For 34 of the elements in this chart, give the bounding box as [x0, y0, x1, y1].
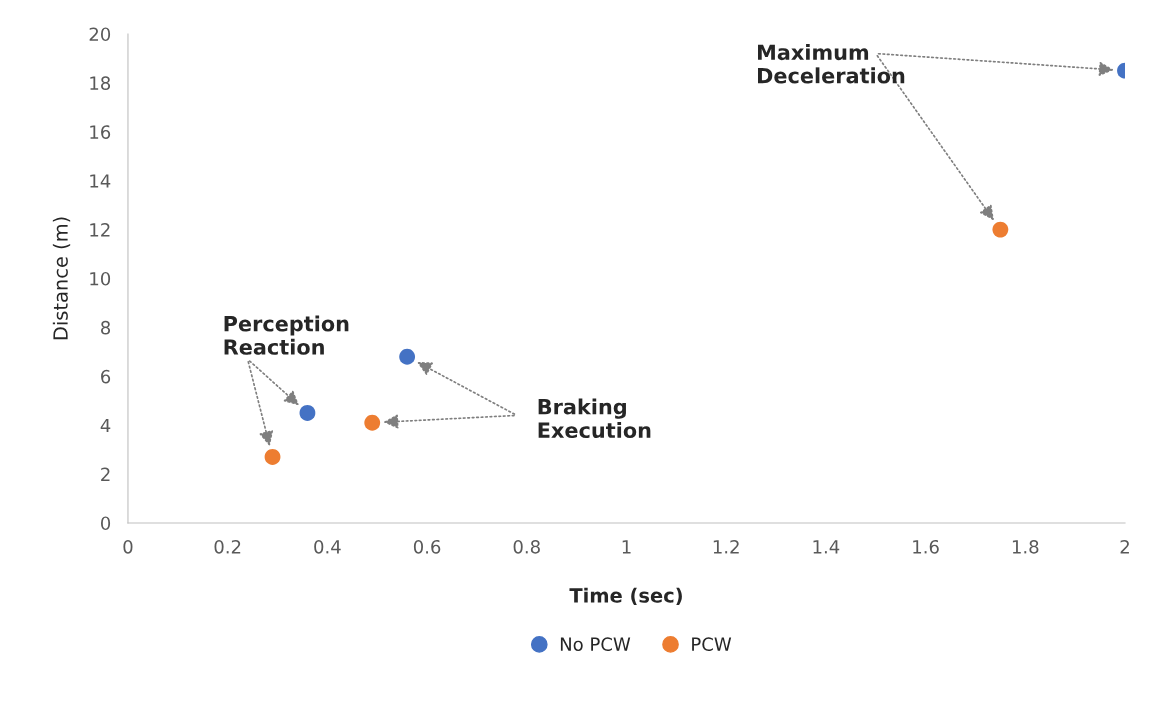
y-tick-label: 8: [101, 320, 111, 335]
x-axis-title: Time (sec): [569, 587, 682, 606]
x-tick-label: 1.8: [1012, 539, 1039, 554]
y-tick-label: 16: [90, 125, 111, 139]
x-tick-label: 0.4: [314, 539, 341, 554]
y-tick-label: 0: [101, 516, 111, 531]
point: [992, 221, 1009, 238]
annotation: Maximum Deceleration: [758, 44, 905, 84]
y-tick-label: 12: [90, 223, 110, 237]
y-tick-label: 18: [90, 76, 111, 90]
y-tick-label: 20: [89, 27, 111, 42]
legend-label: No PCW: [560, 637, 631, 652]
x-tick-label: 1.2: [713, 539, 739, 554]
x-tick-label: 0.6: [413, 539, 441, 554]
point: [364, 414, 381, 431]
annotation: Braking Execution: [538, 398, 651, 439]
y-tick-label: 14: [90, 174, 111, 188]
y-axis-title: Distance (m): [52, 217, 71, 340]
y-tick-label: 2: [101, 467, 110, 481]
y-tick-label: 6: [101, 369, 111, 384]
x-tick-label: 0.2: [214, 539, 241, 554]
point: [299, 405, 316, 421]
x-tick-label: 0.8: [513, 539, 540, 554]
x-tick-label: 1.4: [813, 540, 840, 554]
point: [399, 348, 416, 365]
legend-label: PCW: [692, 637, 732, 652]
x-tick-label: 0: [123, 539, 133, 554]
x-tick-label: 2: [1120, 539, 1129, 554]
annotation: Perception Reaction: [224, 315, 349, 355]
point: [264, 449, 281, 465]
y-tick-label: 10: [90, 271, 111, 286]
x-tick-label: 1.6: [913, 539, 939, 554]
x-tick-label: 1: [622, 540, 631, 554]
y-tick-label: 4: [100, 418, 111, 433]
